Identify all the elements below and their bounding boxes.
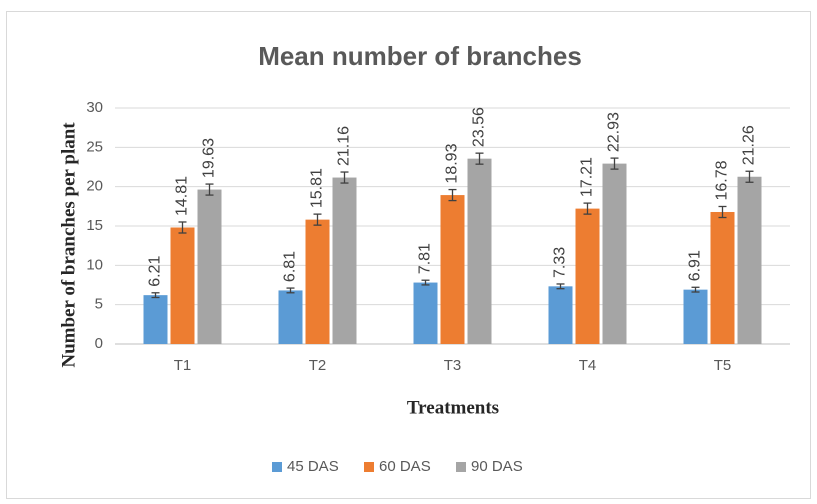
data-label: 23.56 [471,107,488,147]
x-tick-label: T5 [714,357,732,374]
bar [332,177,357,344]
bar [440,195,465,344]
data-label: 7.33 [552,247,569,278]
bar [548,286,573,344]
x-tick-label: T2 [309,357,327,374]
bar [710,211,735,344]
data-label: 16.78 [714,160,731,200]
y-tick-label: 0 [95,335,103,352]
legend-swatch [364,462,374,472]
error-bar [205,183,214,196]
data-label: 19.63 [201,138,218,178]
error-bar [178,221,187,234]
x-axis-title: Treatments [407,397,499,418]
error-bar [745,170,754,183]
legend-swatch [272,462,282,472]
data-label: 6.81 [282,251,299,282]
y-tick-label: 20 [86,178,103,195]
bar [602,163,627,344]
bar [737,176,762,344]
legend-swatch [456,462,466,472]
chart-border [6,11,811,499]
y-tick-label: 25 [86,138,103,155]
error-bar [340,171,349,184]
bar [683,289,708,344]
error-bar [610,157,619,170]
y-tick-label: 5 [95,296,103,313]
bar [305,219,330,344]
error-bar [313,213,322,226]
bar [143,295,168,344]
y-axis-title: Number of branches per plant [58,122,79,368]
legend-label: 45 DAS [287,458,339,475]
error-bar [691,286,700,293]
data-label: 18.93 [444,143,461,183]
data-label: 21.16 [336,126,353,166]
data-label: 6.91 [687,250,704,281]
data-label: 6.21 [147,256,164,287]
bar [467,158,492,344]
chart-title: Mean number of branches [258,41,582,71]
bar [575,208,600,344]
data-label: 7.81 [417,243,434,274]
error-bar [421,279,430,286]
error-bar [151,292,160,299]
error-bar [448,188,457,202]
error-bar [583,202,592,215]
y-tick-label: 15 [86,217,103,234]
data-label: 22.93 [606,112,623,152]
y-tick-label: 30 [86,99,103,116]
error-bar [286,287,295,294]
y-tick-label: 10 [86,256,103,273]
bar [197,189,222,344]
data-label: 17.21 [579,157,596,197]
error-bar [556,283,565,290]
x-tick-label: T3 [444,357,462,374]
data-label: 15.81 [309,168,326,208]
data-label: 21.26 [741,125,758,165]
legend-label: 60 DAS [379,458,431,475]
x-tick-label: T1 [174,357,192,374]
error-bar [475,152,484,165]
bar [413,282,438,344]
error-bar [718,205,727,219]
bar [278,290,303,344]
bar [170,227,195,344]
legend-label: 90 DAS [471,458,523,475]
x-tick-label: T4 [579,357,597,374]
data-label: 14.81 [174,176,191,216]
